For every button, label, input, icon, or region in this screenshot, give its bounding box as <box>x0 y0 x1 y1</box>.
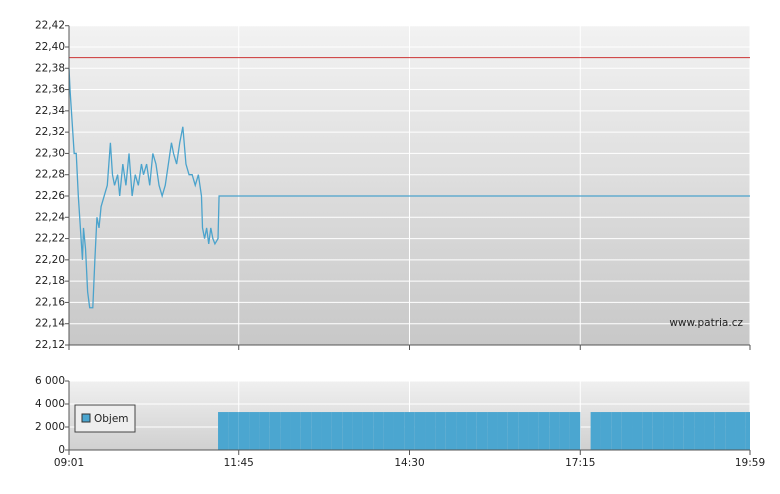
y-tick-label: 22,28 <box>35 169 65 181</box>
volume-bar <box>249 412 260 450</box>
volume-bar <box>435 412 446 450</box>
volume-bar <box>280 412 291 450</box>
volume-bar <box>352 412 363 450</box>
volume-bar <box>507 412 519 450</box>
volume-bar <box>466 412 477 450</box>
y-tick-label: 22,32 <box>35 126 65 138</box>
volume-bar <box>342 412 353 450</box>
y-tick-label: 22,20 <box>35 254 65 266</box>
volume-bar <box>621 412 633 450</box>
volume-bar <box>642 412 653 450</box>
volume-bar <box>238 412 250 450</box>
volume-bar <box>704 412 715 450</box>
volume-bar <box>321 412 332 450</box>
volume-bar <box>383 412 394 450</box>
y-tick-label: 6 000 <box>35 375 65 387</box>
volume-bar <box>497 412 508 450</box>
volume-bar <box>362 412 374 450</box>
volume-bar <box>425 412 436 450</box>
volume-bar <box>735 412 746 450</box>
volume-bar <box>311 412 322 450</box>
y-tick-label: 2 000 <box>35 421 65 433</box>
volume-bar <box>228 412 239 450</box>
x-tick-label: 19:59 <box>735 457 765 469</box>
watermark: www.patria.cz <box>669 317 743 329</box>
volume-bar <box>290 412 301 450</box>
volume-bar <box>404 412 415 450</box>
volume-bar <box>300 412 312 450</box>
volume-bar <box>694 412 705 450</box>
x-tick-label: 14:30 <box>394 457 424 469</box>
legend-swatch <box>81 413 91 423</box>
volume-bar <box>714 412 726 450</box>
volume-bar <box>518 412 529 450</box>
x-tick-label: 17:15 <box>565 457 595 469</box>
volume-bar <box>549 412 560 450</box>
volume-bar <box>393 412 405 450</box>
volume-bar <box>476 412 488 450</box>
y-tick-label: 22,36 <box>35 84 65 96</box>
volume-bar <box>445 412 457 450</box>
volume-bar <box>745 412 750 450</box>
legend: Objem <box>74 404 136 433</box>
y-tick-label: 22,42 <box>35 20 65 32</box>
legend-label: Objem <box>94 413 129 425</box>
y-tick-label: 22,40 <box>35 41 65 53</box>
y-tick-label: 22,14 <box>35 318 65 330</box>
volume-bar <box>725 412 736 450</box>
volume-bar <box>528 412 539 450</box>
volume-bar <box>538 412 550 450</box>
price-line <box>68 68 750 309</box>
volume-bar <box>373 412 384 450</box>
y-tick-label: 22,12 <box>35 339 65 351</box>
y-tick-label: 22,16 <box>35 296 65 308</box>
y-tick-label: 22,24 <box>35 211 65 223</box>
volume-bar <box>218 412 229 450</box>
y-tick-label: 22,30 <box>35 147 65 159</box>
volume-bar <box>590 412 601 450</box>
y-tick-label: 22,18 <box>35 275 65 287</box>
volume-bar <box>600 412 612 450</box>
volume-bar <box>611 412 622 450</box>
y-tick-label: 22,22 <box>35 233 65 245</box>
y-tick-label: 22,38 <box>35 62 65 74</box>
x-tick-label: 11:45 <box>224 457 254 469</box>
volume-bar <box>487 412 498 450</box>
volume-bar <box>673 412 684 450</box>
volume-bar <box>269 412 281 450</box>
volume-bar <box>456 412 467 450</box>
volume-bar <box>331 412 343 450</box>
y-tick-label: 22,26 <box>35 190 65 202</box>
y-tick-label: 0 <box>58 444 65 456</box>
volume-bar <box>414 412 426 450</box>
volume-bar <box>663 412 674 450</box>
volume-bar <box>632 412 643 450</box>
volume-bar <box>259 412 270 450</box>
x-tick-label: 09:01 <box>54 457 84 469</box>
volume-bar <box>569 412 581 450</box>
volume-bar <box>683 412 695 450</box>
volume-bar <box>559 412 570 450</box>
volume-bar <box>652 412 664 450</box>
y-tick-label: 22,34 <box>35 105 65 117</box>
y-tick-label: 4 000 <box>35 398 65 410</box>
